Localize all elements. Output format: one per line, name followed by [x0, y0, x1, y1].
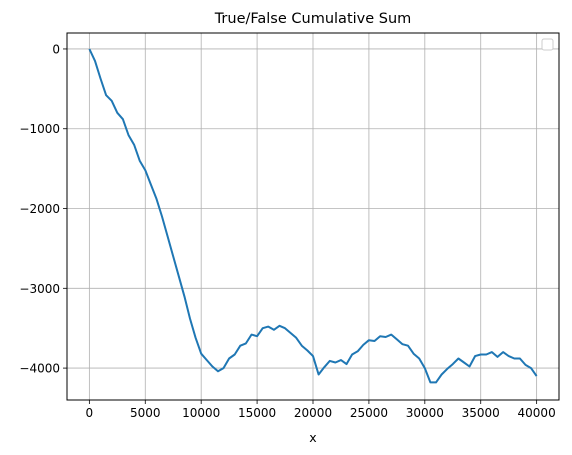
legend-box — [541, 38, 554, 51]
x-tick-label: 35000 — [462, 406, 500, 420]
y-tick-label: 0 — [52, 42, 60, 56]
x-tick-label: 40000 — [518, 406, 556, 420]
grid-lines — [67, 33, 559, 400]
x-tick-label: 15000 — [238, 406, 276, 420]
x-axis-ticks: 0 5000 10000 15000 20000 25000 30000 35000 40000 — [86, 400, 556, 420]
x-axis-label: x — [309, 430, 316, 445]
x-tick-label: 0 — [86, 406, 94, 420]
series-line — [88, 48, 538, 384]
x-tick-label: 5000 — [130, 406, 161, 420]
y-tick-label: −2000 — [19, 202, 60, 216]
x-tick-label: 25000 — [350, 406, 388, 420]
y-axis-ticks: 0 −1000 −2000 −3000 −4000 — [19, 42, 67, 376]
y-tick-label: −4000 — [19, 362, 60, 376]
y-tick-label: −1000 — [19, 122, 60, 136]
x-tick-label: 10000 — [182, 406, 220, 420]
chart-title: True/False Cumulative Sum — [214, 11, 412, 27]
x-tick-label: 20000 — [294, 406, 332, 420]
x-tick-label: 30000 — [406, 406, 444, 420]
y-tick-label: −3000 — [19, 282, 60, 296]
